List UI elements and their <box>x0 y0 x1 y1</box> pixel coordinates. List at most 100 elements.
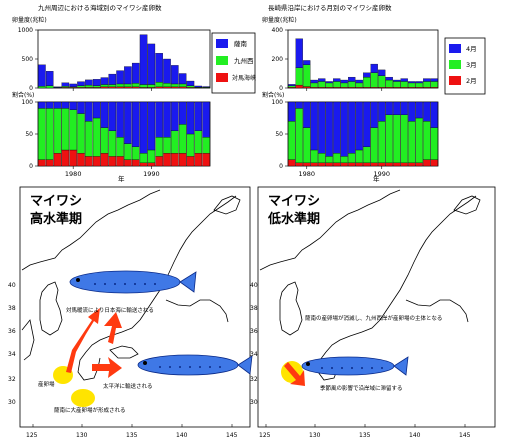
bar-segment <box>116 70 124 85</box>
bar-segment <box>92 79 101 86</box>
legend-swatch-blue <box>449 44 461 53</box>
bar-segment <box>155 156 163 167</box>
y-tick-label: 400 <box>272 27 284 34</box>
bar-segment <box>355 79 363 84</box>
bar-segment <box>340 162 348 167</box>
bar-segment <box>363 162 371 167</box>
bar-segment <box>378 75 386 88</box>
map-ytick: 34 <box>8 351 16 358</box>
bar-segment <box>333 153 341 163</box>
bar-segment <box>38 159 46 167</box>
bar-segment <box>423 81 431 88</box>
bar-segment <box>108 130 117 157</box>
map-ytick: 40 <box>250 282 258 289</box>
bar-segment <box>385 162 393 167</box>
bar-segment <box>355 162 363 167</box>
bar-segment <box>303 86 311 89</box>
bar-segment <box>178 73 187 85</box>
bar-segment <box>100 84 109 87</box>
sardine-icon <box>69 270 197 294</box>
bar-segment <box>400 162 408 167</box>
bar-segment <box>45 108 54 160</box>
map-xtick: 135 <box>126 432 138 439</box>
bar-segment <box>38 86 46 89</box>
bar-segment <box>147 84 156 88</box>
map-frame-left <box>19 186 251 428</box>
legend-swatch-red <box>216 73 228 82</box>
bar-segment <box>423 78 431 82</box>
map-ytick: 36 <box>250 328 258 335</box>
bar-segment <box>131 146 140 160</box>
bar-segment <box>131 83 140 87</box>
bar-segment <box>348 76 356 82</box>
bar-segment <box>325 101 333 157</box>
charts-layer: 0 500 1000 0 50 100 1980 1990 0 200 400 0 50 100 1980 1… <box>18 27 439 178</box>
bar-segment <box>400 81 408 88</box>
legend-swatch-red <box>449 76 461 85</box>
bar-segment <box>124 101 132 144</box>
bar-segment <box>340 79 348 84</box>
bar-segment <box>408 162 416 167</box>
bar-segment <box>124 159 132 167</box>
bar-segment <box>163 153 171 167</box>
bar-segment <box>77 81 85 86</box>
bar-segment <box>400 101 408 115</box>
bar-segment <box>92 117 101 157</box>
bar-segment <box>131 101 140 147</box>
bar-segment <box>45 159 54 167</box>
bar-segment <box>155 53 163 83</box>
bar-segment <box>325 156 333 163</box>
bar-segment <box>131 159 140 167</box>
bar-segment <box>92 101 101 119</box>
bar-segment <box>69 101 77 110</box>
bar-segment <box>186 133 195 157</box>
bar-segment <box>45 85 54 89</box>
annotation-monsoon: 季節風の影響で沿岸域に滞留する <box>320 384 403 392</box>
bar-segment <box>408 121 416 163</box>
plot-frame <box>287 101 439 167</box>
bar-segment <box>116 86 124 89</box>
bar-segment <box>53 153 62 167</box>
map-ytick: 38 <box>8 305 16 312</box>
bar-segment <box>202 86 210 88</box>
y-tick-label: 500 <box>22 56 34 63</box>
bar-segment <box>194 101 203 131</box>
bar-segment <box>348 153 356 163</box>
bar-segment <box>430 101 438 128</box>
legend-right: 4月 3月 2月 <box>444 37 486 95</box>
legend-label: 2月 <box>466 77 477 85</box>
bar-segment <box>77 101 85 114</box>
bar-segment <box>53 101 62 109</box>
y-tick-label: 50 <box>25 131 33 138</box>
bar-segment <box>378 162 386 167</box>
bar-segment <box>378 101 386 122</box>
bar-segment <box>430 78 438 82</box>
bar-segment <box>415 81 423 84</box>
bar-segment <box>131 62 140 84</box>
spawning-ground-glow <box>71 389 95 407</box>
bar-segment <box>363 76 371 88</box>
bar-segment <box>163 83 171 87</box>
map-xtick: 130 <box>76 432 88 439</box>
annotation-west-kyushu: 薩南の産卵場が消滅し、九州西岸が産卵場の主体となる <box>305 314 442 322</box>
bar-segment <box>393 101 401 115</box>
bar-segment <box>370 127 378 163</box>
bar-segment <box>155 82 163 87</box>
bar-segment <box>318 78 326 82</box>
bar-segment <box>186 85 195 88</box>
bar-segment <box>171 86 179 89</box>
bar-segment <box>333 81 341 88</box>
bar-segment <box>325 81 333 84</box>
map-xtick: 145 <box>459 432 471 439</box>
bar-segment <box>385 101 393 115</box>
legend-swatch-blue <box>216 39 228 48</box>
bar-segment <box>124 86 132 89</box>
map-xtick: 135 <box>359 432 371 439</box>
bar-segment <box>325 82 333 88</box>
bar-segment <box>318 162 326 167</box>
map-left: 125 130 135 140 145 40 38 36 34 32 30 マイ… <box>8 186 253 439</box>
bar-segment <box>116 101 124 138</box>
sardine-icon <box>301 356 409 376</box>
bar-segment <box>38 64 46 87</box>
legend-label: 3月 <box>466 61 477 69</box>
